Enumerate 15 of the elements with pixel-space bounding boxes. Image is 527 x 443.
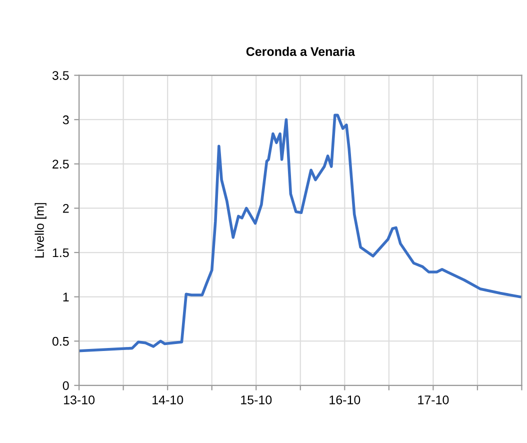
y-tick-label: 3 (62, 115, 69, 124)
y-axis-title: Livello [m] (34, 203, 46, 258)
y-tick-label: 2 (63, 204, 69, 213)
x-tick-label: 17-10 (418, 395, 449, 404)
y-tick-label: 1 (63, 292, 69, 302)
x-tick-label: 16-10 (330, 395, 360, 404)
chart-title: Ceronda a Venaria (246, 46, 356, 56)
y-tick-label: 3.5 (52, 71, 69, 80)
x-tick-label: 13-10 (64, 395, 95, 404)
y-tick-label: 2.5 (52, 160, 69, 169)
x-tick-label: 14-10 (152, 395, 184, 404)
x-tick-label: 15-10 (241, 395, 272, 404)
y-tick-label: 0 (62, 381, 69, 390)
y-tick-label: 0.5 (52, 336, 69, 346)
y-tick-label: 1.5 (52, 248, 69, 258)
